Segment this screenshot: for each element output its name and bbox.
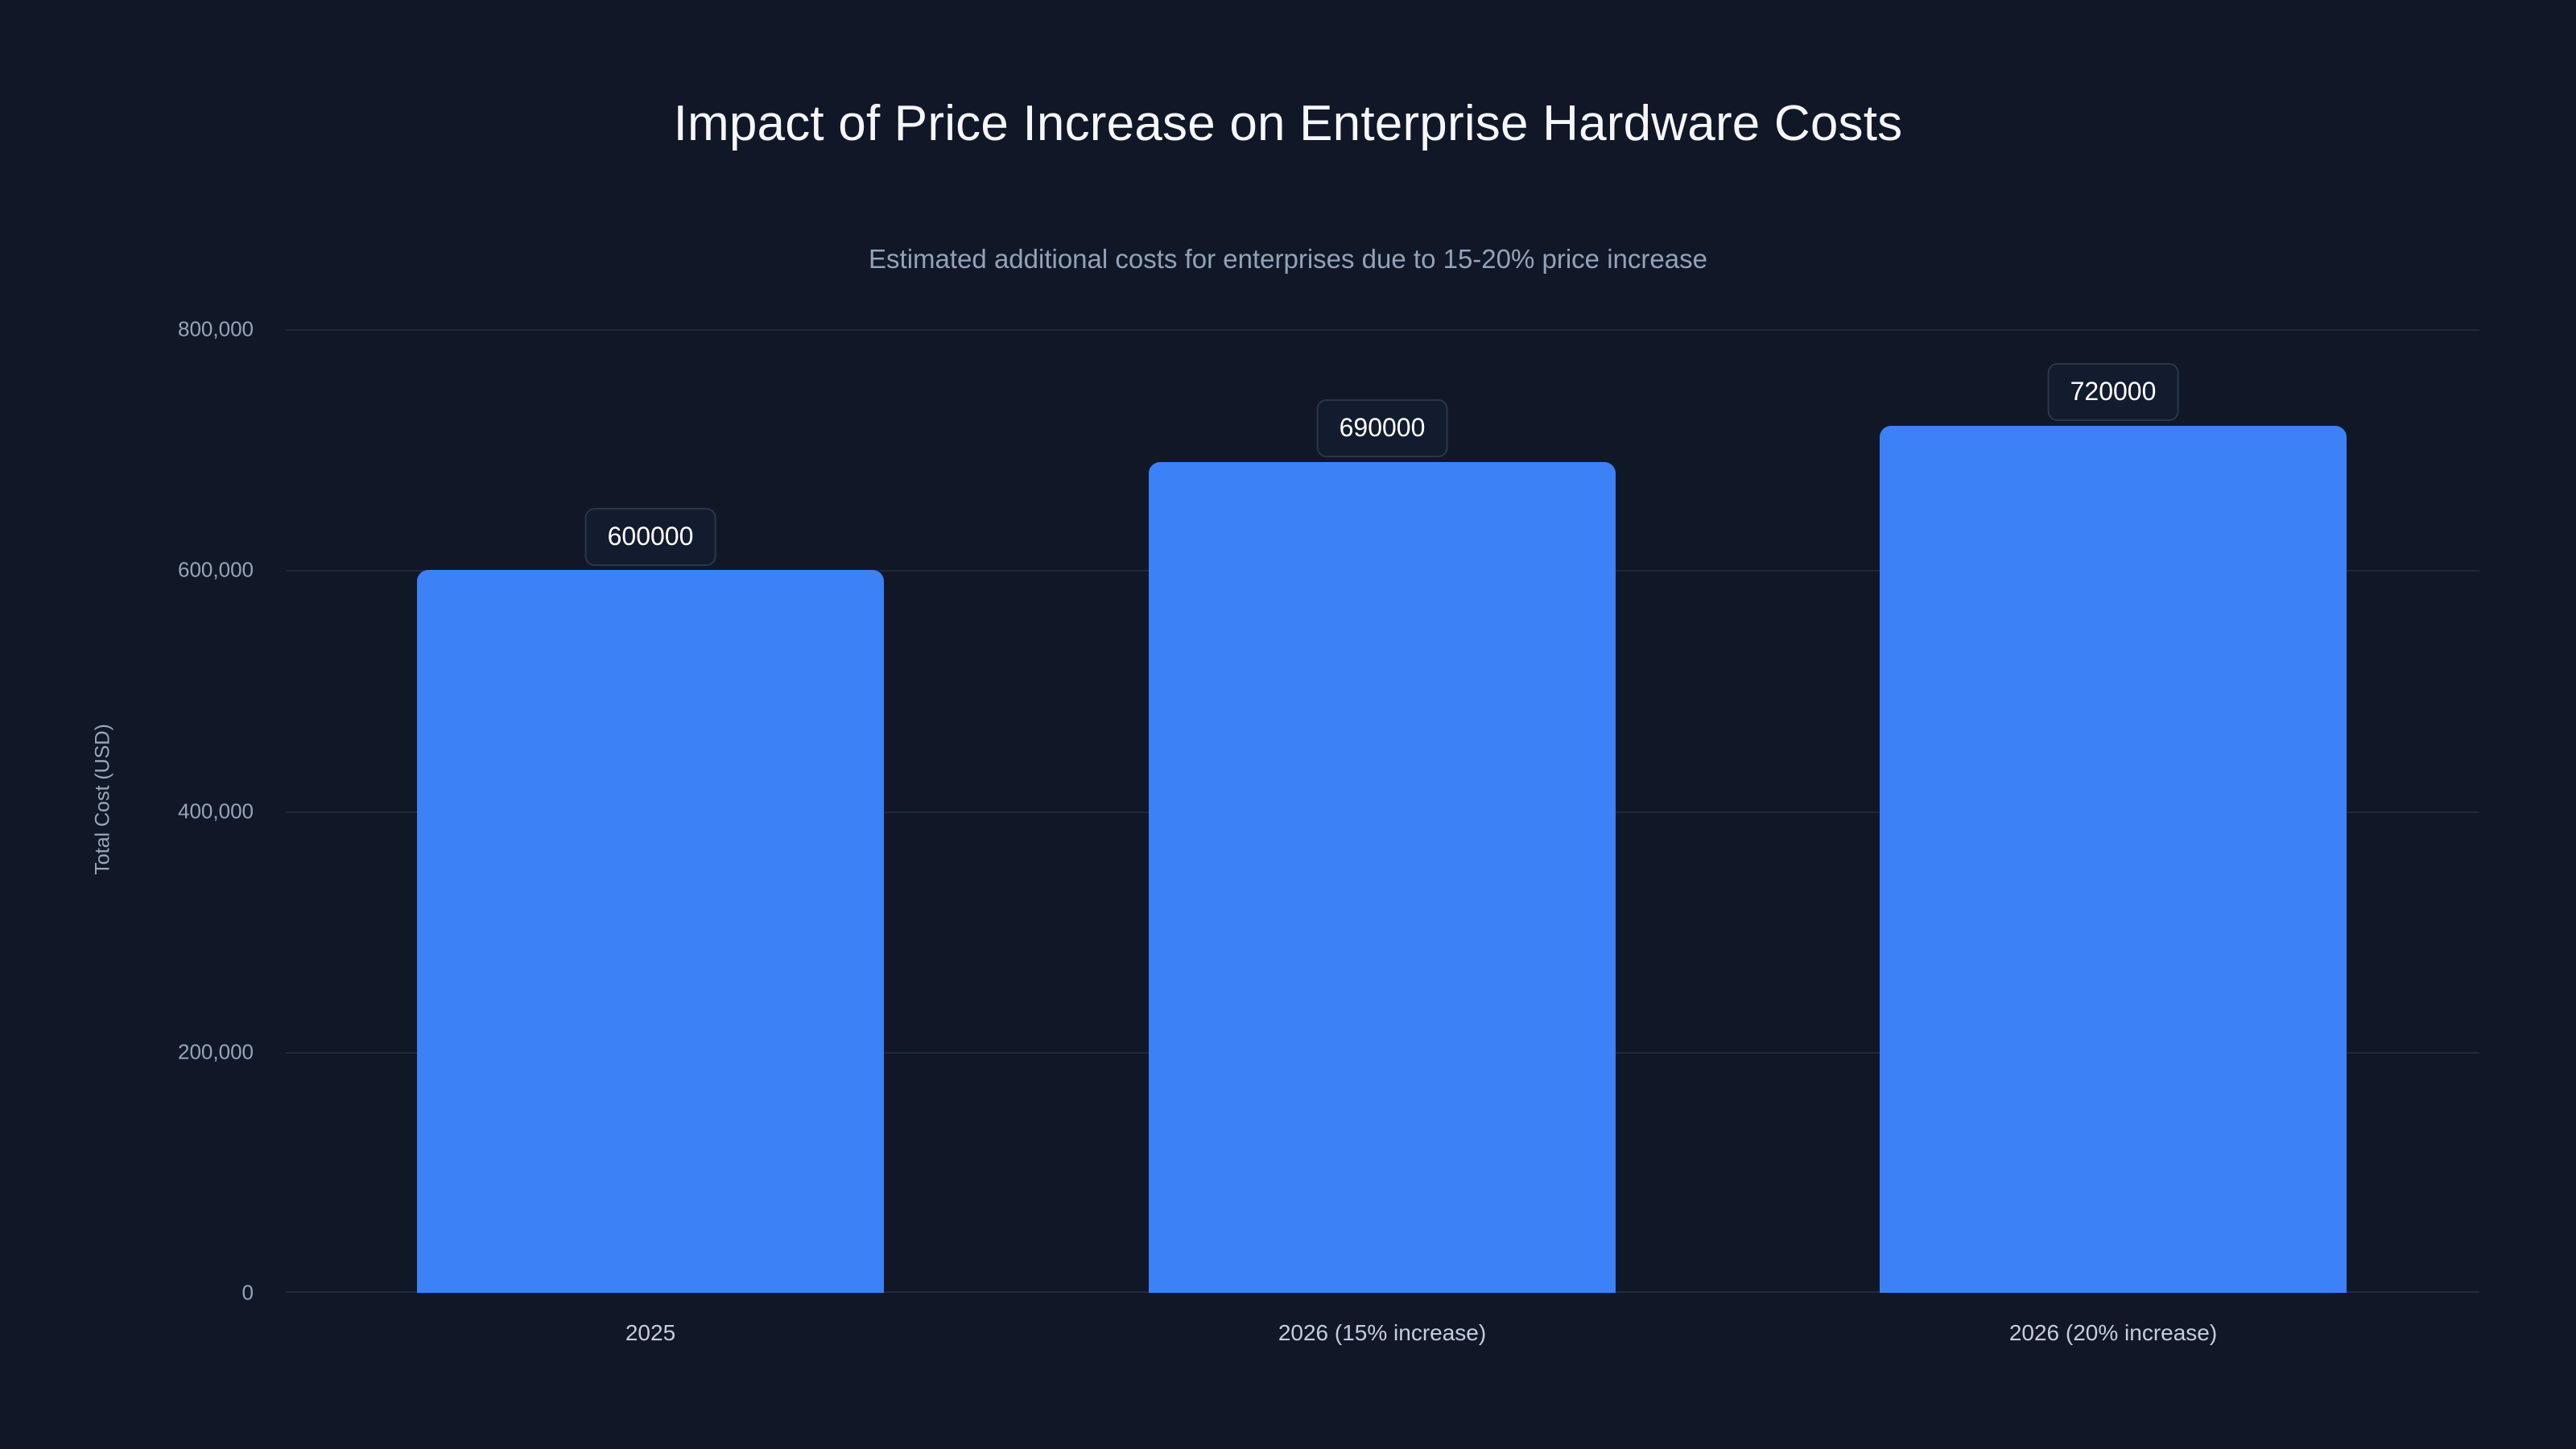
x-tick-label-2026-20-percent-increase: 2026 (20% increase): [2008, 1320, 2218, 1345]
page-title: Impact of Price Increase on Enterprise H…: [673, 96, 1903, 151]
data-label-2026-15-percent-increase: 690000: [1316, 399, 1448, 457]
chart-subtitle: Estimated additional costs for enterpris…: [869, 244, 1707, 274]
y-tick-label-400000: 400,000: [178, 799, 254, 823]
bar-2026-15-percent-increase[interactable]: [1149, 461, 1616, 1293]
data-label-2026-20-percent-increase: 720000: [2047, 363, 2179, 421]
plot-area: 600000 690000 720000: [286, 329, 2479, 1293]
y-tick-label-800000: 800,000: [178, 316, 254, 341]
y-axis-tick-labels: 800,000 600,000 400,000 200,000 0: [0, 317, 266, 1305]
x-tick-label-2026-15-percent-increase: 2026 (15% increase): [1278, 1320, 1487, 1345]
x-tick-label-2025: 2025: [625, 1320, 676, 1345]
y-tick-label-0: 0: [242, 1280, 254, 1305]
bar-2026-20-percent-increase[interactable]: [1880, 425, 2347, 1293]
bar-2025[interactable]: [417, 570, 884, 1293]
y-tick-label-600000: 600,000: [178, 557, 254, 582]
data-label-2025: 600000: [584, 508, 716, 566]
y-tick-label-200000: 200,000: [178, 1039, 254, 1064]
x-axis-tick-labels: 2025 2026 (15% increase) 2026 (20% incre…: [286, 1320, 2479, 1360]
gridline-800000: [286, 329, 2479, 331]
